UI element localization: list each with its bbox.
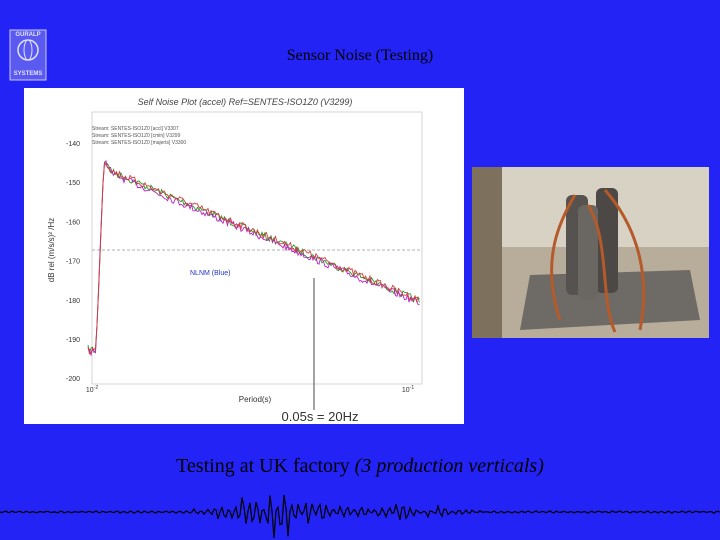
x-tick-base: 10	[402, 387, 410, 394]
plot-title: Self Noise Plot (accel) Ref=SENTES-ISO1Z…	[138, 97, 353, 107]
plot-annotation: NLNM (Blue)	[190, 270, 230, 277]
logo-globe	[23, 39, 33, 61]
noise-plot: Self Noise Plot (accel) Ref=SENTES-ISO1Z…	[24, 88, 464, 424]
seismogram	[0, 494, 720, 539]
x-tick-exp: -2	[94, 385, 99, 391]
y-tick-label: -180	[66, 298, 80, 305]
y-tick-label: -190	[66, 337, 80, 344]
logo-text: GURALP	[15, 32, 40, 38]
x-tick-base: 10	[86, 387, 94, 394]
x-tick-exp: -1	[410, 385, 415, 391]
marker-label: 0.05s = 20Hz	[282, 409, 359, 424]
x-tick-label: 10-2	[86, 385, 98, 394]
photo-slab	[520, 270, 700, 330]
y-tick-label: -140	[66, 141, 80, 148]
logo: GURALP SYSTEMS	[9, 29, 47, 81]
photo-sensor	[578, 205, 598, 300]
photo-edge	[472, 167, 502, 338]
noise-curve	[87, 161, 420, 355]
slide-title: Sensor Noise (Testing)	[287, 47, 433, 64]
plot-frame	[91, 111, 423, 385]
plot-panel	[24, 88, 464, 424]
caption: Testing at UK factory (3 production vert…	[176, 455, 544, 477]
caption-text: Testing at UK factory	[176, 455, 355, 477]
x-axis-label: Period(s)	[239, 395, 272, 404]
y-tick-label: -170	[66, 259, 80, 266]
legend-entry: Stream: SENTES-ISO1Z0 [accl] V3307	[92, 126, 179, 132]
photo	[472, 167, 709, 338]
y-tick-label: -150	[66, 180, 80, 187]
x-tick-label: 10-1	[402, 385, 414, 394]
logo-text: SYSTEMS	[14, 71, 43, 77]
y-tick-label: -160	[66, 219, 80, 226]
logo-box	[9, 29, 47, 81]
y-tick-label: -200	[66, 376, 80, 383]
photo-sensor	[596, 188, 618, 293]
legend-entry: Stream: SENTES-ISO1Z0 [majerts] V3300	[92, 140, 186, 146]
legend-entry: Stream: SENTES-ISO1Z0 [cmin] V3299	[92, 133, 181, 139]
photo-cables	[550, 189, 646, 333]
noise-curve	[87, 159, 420, 357]
y-axis-label: dB rel (m/s/s)² /Hz	[47, 218, 56, 282]
caption-emphasis: (3 production verticals)	[355, 455, 545, 477]
